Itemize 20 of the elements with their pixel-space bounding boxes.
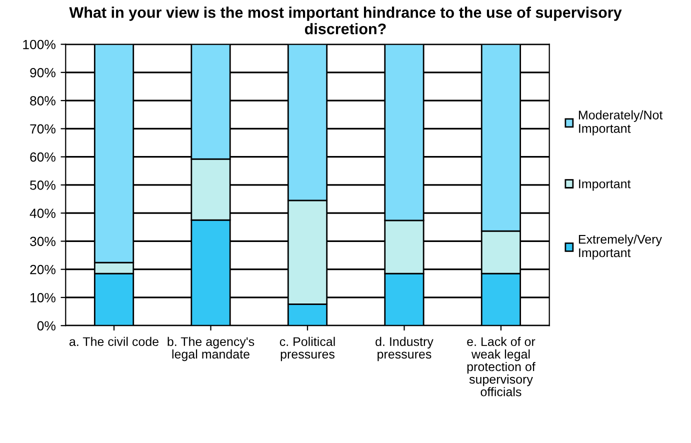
y-tick-label: 20% [30, 264, 56, 274]
y-tick-label: 100% [23, 40, 56, 50]
y-tick-label: 30% [30, 236, 56, 246]
y-tick-label: 80% [30, 96, 56, 106]
y-tick-label: 60% [30, 152, 56, 162]
x-tick-label: e. Lack of or weak legal protection of supervisory officials [467, 336, 536, 396]
legend-label: Extremely/Very Important [578, 234, 662, 260]
legend-label: Moderately/Not Important [578, 110, 663, 136]
y-tick-label: 40% [30, 208, 56, 218]
y-tick-label: 50% [30, 180, 56, 190]
x-tick-label: a. The civil code [70, 336, 159, 346]
x-tick-label: b. The agency's legal mandate [168, 336, 254, 362]
x-tick-label: d. Industry pressures [376, 336, 434, 362]
legend-label: Important [579, 180, 631, 191]
y-tick-label: 90% [30, 68, 56, 78]
y-tick-label: 70% [30, 124, 56, 134]
x-tick-label: c. Political pressures [280, 336, 335, 362]
chart-title: What in your view is the most important hindrance to the use of supervisory discretion? [69, 6, 622, 34]
y-tick-label: 10% [30, 293, 56, 302]
y-tick-label: 0% [37, 321, 56, 331]
